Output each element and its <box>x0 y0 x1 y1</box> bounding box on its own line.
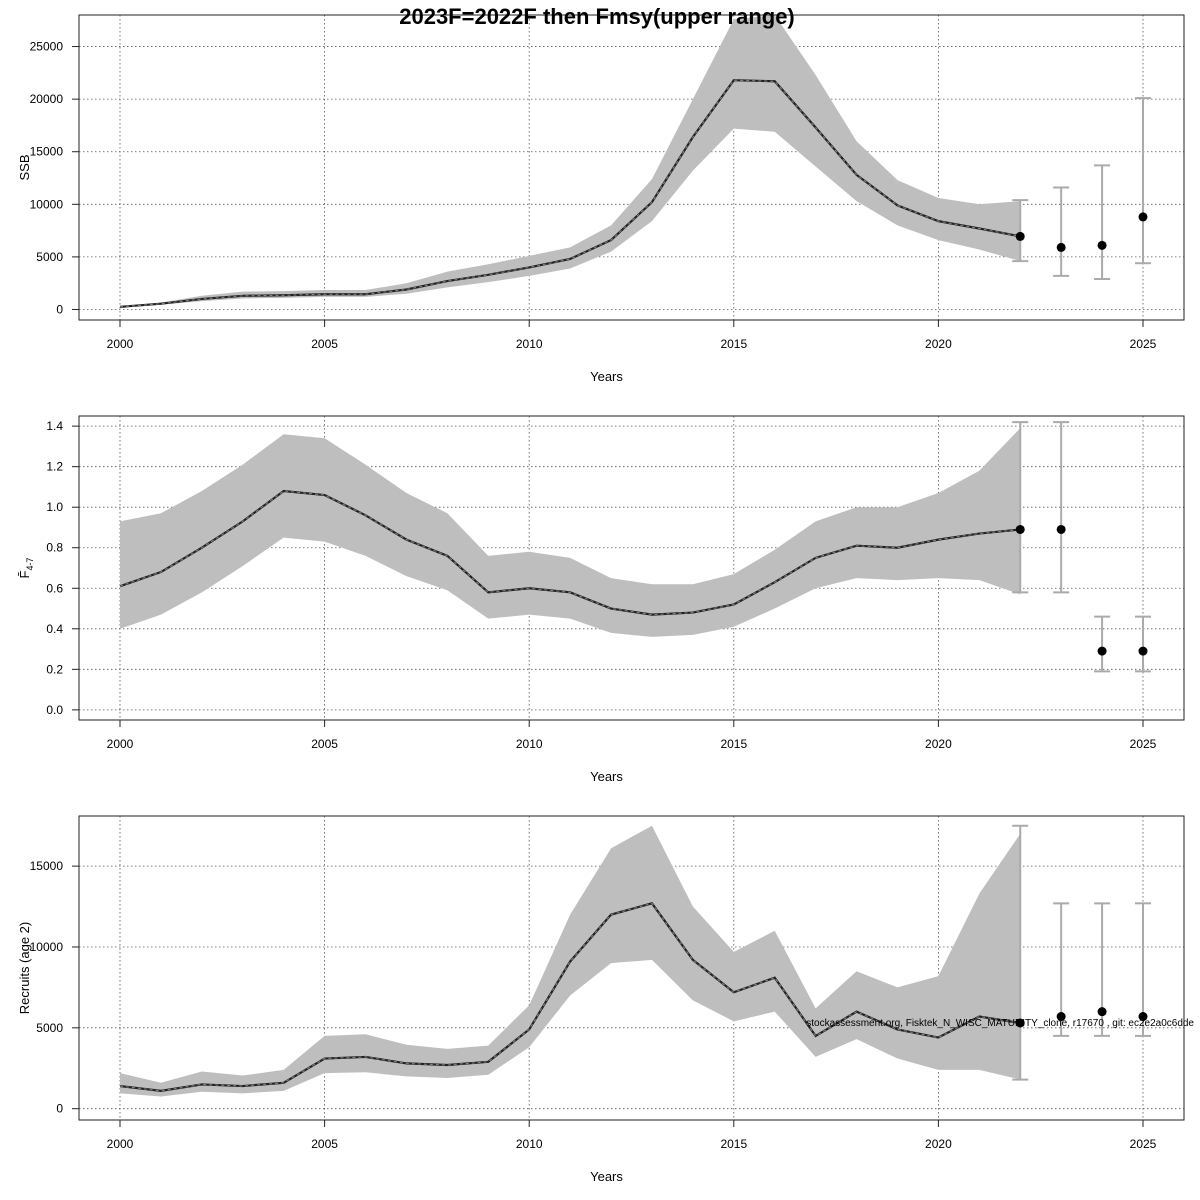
forecast-point <box>1056 242 1066 252</box>
figure-title: 2023F=2022F then Fmsy(upper range) <box>399 4 795 29</box>
confidence-band <box>120 428 1021 637</box>
x-tick-label: 2025 <box>1130 1137 1157 1151</box>
forecast-point <box>1015 524 1025 534</box>
forecast-point <box>1138 646 1148 656</box>
x-tick-label: 2015 <box>720 337 747 351</box>
y-tick-label: 1.0 <box>46 500 63 514</box>
forecast-point <box>1015 231 1025 241</box>
panel-3: 2000 2005 2010 2015 2020 2025 0 5000 10000 15000 Y… <box>17 815 1185 1184</box>
y-tick-label: 1.2 <box>46 460 63 474</box>
y-tick-label: 0.8 <box>46 541 63 555</box>
y-tick-label: 25000 <box>30 40 64 54</box>
y-tick-label: 10000 <box>30 940 64 954</box>
y-tick-label: 5000 <box>36 1021 63 1035</box>
y-tick-label: 0 <box>56 1102 63 1116</box>
plot-frame <box>78 14 1185 321</box>
panel-1: 2000 2005 2010 2015 2020 2025 0 5000 10000 15000 2… <box>17 14 1185 384</box>
forecast-point <box>1015 1018 1025 1028</box>
forecast-point <box>1097 240 1107 250</box>
x-tick-label: 2010 <box>516 1137 543 1151</box>
y-tick-label: 0.0 <box>46 703 63 717</box>
x-tick-label: 2000 <box>107 1137 134 1151</box>
y-tick-label: 0.4 <box>46 622 63 636</box>
x-axis-label: Years <box>590 369 623 384</box>
y-tick-label: 20000 <box>30 92 64 106</box>
y-tick-label: 10000 <box>30 197 64 211</box>
y-tick-label: 1.4 <box>46 419 63 433</box>
x-tick-label: 2015 <box>720 737 747 751</box>
estimate-line-dash <box>119 902 1021 1092</box>
forecast-point <box>1097 1007 1107 1017</box>
x-tick-label: 2010 <box>516 737 543 751</box>
plot-frame <box>78 415 1185 721</box>
forecast-point <box>1056 1012 1066 1022</box>
y-axis-label: SSB <box>17 154 32 180</box>
x-axis-label: Years <box>590 769 623 784</box>
x-tick-label: 2015 <box>720 1137 747 1151</box>
x-tick-label: 2005 <box>311 737 338 751</box>
y-tick-label: 15000 <box>30 859 64 873</box>
panel-2: 2000 2005 2010 2015 2020 2025 0.0 0.2 0.4 0.6 0.8 1… <box>17 415 1185 784</box>
x-tick-label: 2025 <box>1130 737 1157 751</box>
y-tick-label: 15000 <box>30 145 64 159</box>
forecast-point <box>1138 212 1148 222</box>
y-tick-label: 0.6 <box>46 581 63 595</box>
plot-frame <box>78 815 1185 1121</box>
panels: 2000 2005 2010 2015 2020 20250500010000150002… <box>17 14 1185 1184</box>
estimate-line-dash <box>119 79 1021 308</box>
y-axis-label: F̄4-7 <box>17 558 35 579</box>
x-tick-label: 2025 <box>1130 337 1157 351</box>
y-tick-label: 5000 <box>36 250 63 264</box>
x-tick-label: 2000 <box>107 337 134 351</box>
x-tick-label: 2020 <box>925 737 952 751</box>
footer-note: stockassessment.org, Fisktek_N_WISC_MATU… <box>806 1018 1194 1029</box>
y-tick-label: 0.2 <box>46 662 63 676</box>
x-tick-label: 2005 <box>311 1137 338 1151</box>
y-axis-label: Recruits (age 2) <box>17 922 32 1014</box>
estimate-line-dash <box>119 490 1021 616</box>
y-tick-label: 0 <box>56 302 63 316</box>
x-tick-label: 2000 <box>107 737 134 751</box>
x-axis-label: Years <box>590 1169 623 1184</box>
forecast-point <box>1056 524 1066 534</box>
x-tick-label: 2005 <box>311 337 338 351</box>
forecast-point <box>1138 1012 1148 1022</box>
x-tick-label: 2020 <box>925 1137 952 1151</box>
forecast-point <box>1097 646 1107 656</box>
x-tick-label: 2020 <box>925 337 952 351</box>
confidence-band <box>120 15 1021 308</box>
x-tick-label: 2010 <box>516 337 543 351</box>
